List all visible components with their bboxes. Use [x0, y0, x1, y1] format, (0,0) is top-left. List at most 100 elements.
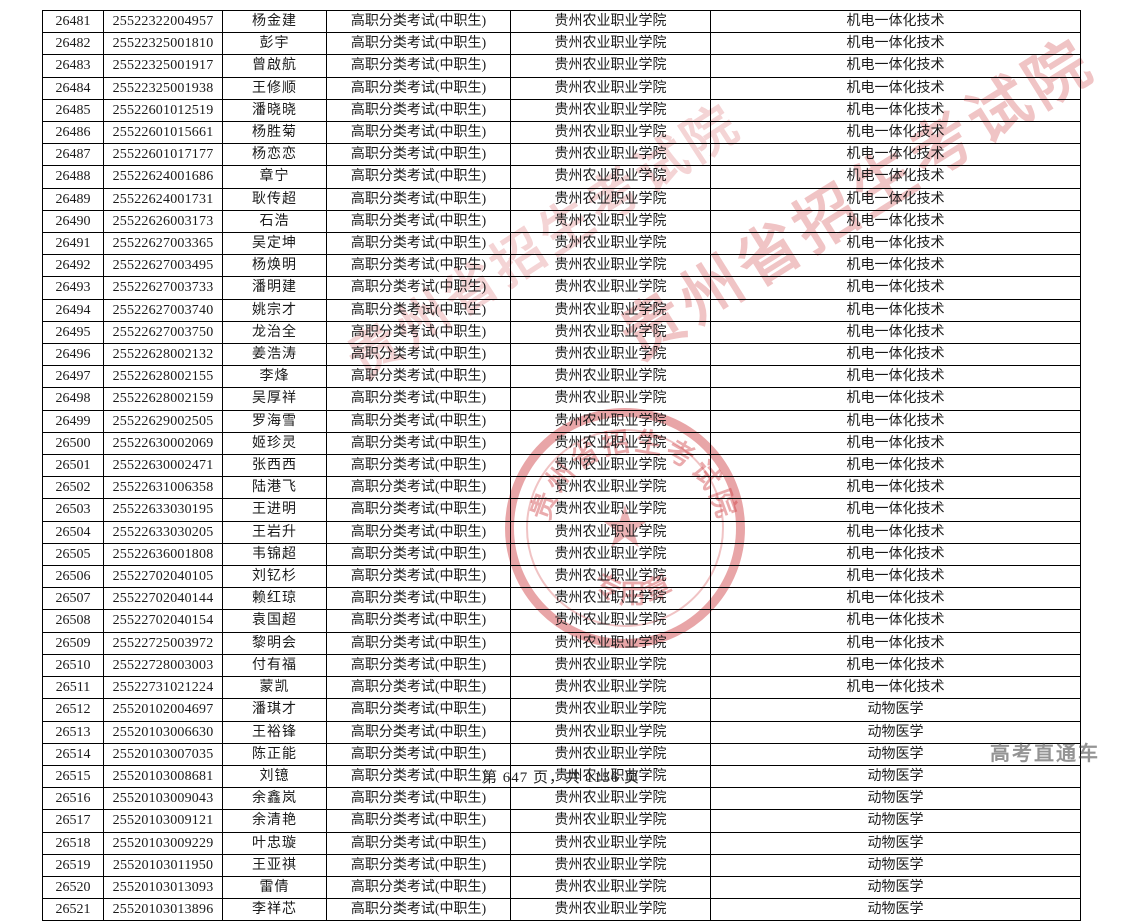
cell-major-name: 机电一体化技术	[710, 32, 1081, 56]
table-row: 26496 25522628002132 姜浩涛 高职分类考试(中职生) 贵州农业职业学…	[42, 343, 1081, 367]
cell-major-name: 机电一体化技术	[710, 76, 1081, 100]
cell-major-name: 动物医学	[710, 698, 1081, 722]
cell-school-name: 贵州农业职业学院	[510, 631, 711, 655]
cell-school-name: 贵州农业职业学院	[510, 232, 711, 256]
cell-exam-type: 高职分类考试(中职生)	[326, 853, 511, 877]
cell-student-name: 韦锦超	[222, 542, 327, 567]
table-row: 26512 25520102004697 潘琪才 高职分类考试(中职生) 贵州农业职业学…	[42, 698, 1081, 722]
cell-exam-type: 高职分类考试(中职生)	[326, 9, 511, 34]
cell-sequence: 26520	[42, 875, 104, 900]
cell-school-name: 贵州农业职业学院	[510, 165, 711, 189]
cell-student-name: 叶忠璇	[222, 831, 327, 855]
cell-exam-id: 25522325001917	[103, 54, 223, 78]
cell-exam-id: 25522633030205	[103, 520, 223, 544]
cell-student-name: 余清艳	[222, 809, 327, 833]
cell-exam-id: 25520103013896	[103, 898, 223, 921]
table-row: 26510 25522728003003 付有福 高职分类考试(中职生) 贵州农业职业学…	[42, 653, 1081, 678]
cell-sequence: 26505	[42, 542, 104, 567]
cell-school-name: 贵州农业职业学院	[510, 653, 711, 678]
cell-student-name: 章宁	[222, 165, 327, 189]
cell-major-name: 动物医学	[710, 742, 1081, 766]
cell-school-name: 贵州农业职业学院	[510, 187, 711, 211]
cell-exam-id: 25522702040154	[103, 609, 223, 633]
table-row: 26516 25520103009043 余鑫岚 高职分类考试(中职生) 贵州农业职业学…	[42, 787, 1081, 811]
cell-exam-id: 25522322004957	[103, 9, 223, 34]
table-row: 26506 25522702040105 刘钇杉 高职分类考试(中职生) 贵州农业职业学…	[42, 565, 1081, 589]
cell-major-name: 机电一体化技术	[710, 276, 1081, 300]
cell-major-name: 机电一体化技术	[710, 54, 1081, 78]
cell-major-name: 机电一体化技术	[710, 143, 1081, 167]
cell-sequence: 26521	[42, 898, 104, 921]
cell-student-name: 蒙凯	[222, 676, 327, 700]
cell-major-name: 机电一体化技术	[710, 343, 1081, 367]
table-row: 26515 25520103008681 刘镱 高职分类考试(中职生) 贵州农业职业学院…	[42, 764, 1081, 789]
cell-sequence: 26502	[42, 476, 104, 500]
cell-student-name: 曾啟航	[222, 54, 327, 78]
table-row: 26503 25522633030195 王进明 高职分类考试(中职生) 贵州农业职业学…	[42, 498, 1081, 522]
cell-sequence: 26503	[42, 498, 104, 522]
cell-exam-id: 25522702040105	[103, 565, 223, 589]
cell-exam-type: 高职分类考试(中职生)	[326, 454, 511, 478]
table-row: 26500 25522630002069 姬珍灵 高职分类考试(中职生) 贵州农业职业学…	[42, 431, 1081, 456]
cell-sequence: 26513	[42, 720, 104, 744]
cell-exam-type: 高职分类考试(中职生)	[326, 631, 511, 655]
cell-sequence: 26498	[42, 387, 104, 411]
table-row: 26498 25522628002159 吴厚祥 高职分类考试(中职生) 贵州农业职业学…	[42, 387, 1081, 411]
cell-exam-type: 高职分类考试(中职生)	[326, 32, 511, 56]
cell-exam-type: 高职分类考试(中职生)	[326, 542, 511, 567]
table-row: 26488 25522624001686 章宁 高职分类考试(中职生) 贵州农业职业学院…	[42, 165, 1081, 189]
cell-school-name: 贵州农业职业学院	[510, 9, 711, 34]
cell-student-name: 袁国超	[222, 609, 327, 633]
cell-school-name: 贵州农业职业学院	[510, 32, 711, 56]
cell-sequence: 26493	[42, 276, 104, 300]
brand-watermark: 高考直通车	[990, 743, 1100, 765]
document-page: 贵州省招生考试院 ★ 贵州省招生考试院 专用章 贵州省招生考试院	[42, 9, 1107, 921]
cell-school-name: 贵州农业职业学院	[510, 853, 711, 877]
table-row: 26481 25522322004957 杨金建 高职分类考试(中职生) 贵州农业职业学…	[42, 9, 1081, 34]
cell-major-name: 机电一体化技术	[710, 298, 1081, 322]
table-row: 26507 25522702040144 赖红琼 高职分类考试(中职生) 贵州农业职业学…	[42, 587, 1081, 611]
cell-sequence: 26507	[42, 587, 104, 611]
table-row: 26487 25522601017177 杨恋恋 高职分类考试(中职生) 贵州农业职业学…	[42, 143, 1081, 167]
cell-sequence: 26484	[42, 76, 104, 100]
cell-sequence: 26508	[42, 609, 104, 633]
cell-major-name: 机电一体化技术	[710, 209, 1081, 234]
table-row: 26508 25522702040154 袁国超 高职分类考试(中职生) 贵州农业职业学…	[42, 609, 1081, 633]
cell-school-name: 贵州农业职业学院	[510, 476, 711, 500]
cell-school-name: 贵州农业职业学院	[510, 143, 711, 167]
page-footer: 第 647 页，共 1156 页	[482, 770, 640, 786]
cell-student-name: 龙治全	[222, 320, 327, 345]
cell-sequence: 26510	[42, 653, 104, 678]
cell-student-name: 吴定坤	[222, 232, 327, 256]
table-row: 26492 25522627003495 杨焕明 高职分类考试(中职生) 贵州农业职业学…	[42, 254, 1081, 278]
cell-student-name: 付有福	[222, 653, 327, 678]
cell-exam-type: 高职分类考试(中职生)	[326, 809, 511, 833]
cell-major-name: 机电一体化技术	[710, 165, 1081, 189]
cell-sequence: 26500	[42, 431, 104, 456]
cell-sequence: 26488	[42, 165, 104, 189]
cell-student-name: 姜浩涛	[222, 343, 327, 367]
cell-sequence: 26512	[42, 698, 104, 722]
cell-student-name: 李祥芯	[222, 898, 327, 921]
cell-exam-id: 25522627003750	[103, 320, 223, 345]
cell-student-name: 黎明会	[222, 631, 327, 655]
cell-exam-id: 25522725003972	[103, 631, 223, 655]
cell-sequence: 26491	[42, 232, 104, 256]
cell-student-name: 王修顺	[222, 76, 327, 100]
cell-sequence: 26516	[42, 787, 104, 811]
cell-major-name: 机电一体化技术	[710, 587, 1081, 611]
cell-student-name: 王进明	[222, 498, 327, 522]
cell-student-name: 杨金建	[222, 9, 327, 34]
table-row: 26501 25522630002471 张西西 高职分类考试(中职生) 贵州农业职业学…	[42, 454, 1081, 478]
cell-exam-id: 25522628002159	[103, 387, 223, 411]
cell-student-name: 潘明建	[222, 276, 327, 300]
table-row: 26521 25520103013896 李祥芯 高职分类考试(中职生) 贵州农业职业学…	[42, 898, 1081, 921]
cell-exam-id: 25522702040144	[103, 587, 223, 611]
cell-school-name: 贵州农业职业学院	[510, 898, 711, 921]
cell-major-name: 机电一体化技术	[710, 320, 1081, 345]
cell-exam-type: 高职分类考试(中职生)	[326, 742, 511, 766]
cell-exam-id: 25522628002132	[103, 343, 223, 367]
cell-exam-type: 高职分类考试(中职生)	[326, 165, 511, 189]
cell-school-name: 贵州农业职业学院	[510, 720, 711, 744]
table-row: 26520 25520103013093 雷倩 高职分类考试(中职生) 贵州农业职业学院…	[42, 875, 1081, 900]
